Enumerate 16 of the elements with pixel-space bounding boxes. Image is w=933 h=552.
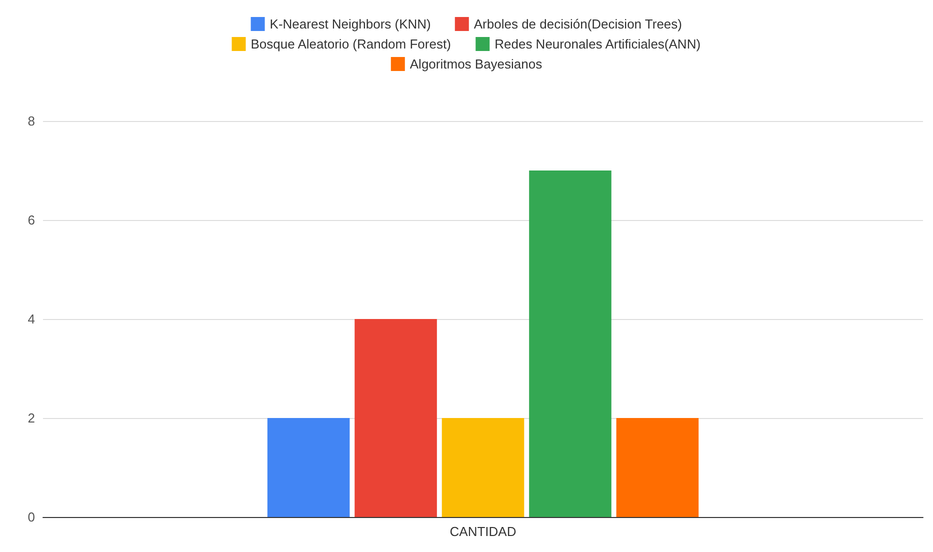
x-tick-label: CANTIDAD	[450, 524, 516, 539]
y-tick-label: 6	[28, 212, 35, 228]
bar	[354, 319, 437, 517]
legend-label: Algoritmos Bayesianos	[410, 56, 543, 72]
y-tick-label: 4	[28, 312, 35, 326]
bar	[616, 418, 699, 517]
bar	[267, 418, 350, 517]
legend-label: Redes Neuronales Artificiales(ANN)	[494, 36, 701, 52]
bar	[442, 418, 524, 517]
y-tick-label: 8	[28, 114, 35, 128]
legend-label: K-Nearest Neighbors (KNN)	[270, 16, 431, 32]
bar	[529, 170, 612, 517]
legend-label: Arboles de decisión(Decision Trees)	[474, 16, 682, 32]
y-tick-label: 0	[28, 510, 35, 524]
y-tick-label: 2	[28, 410, 35, 426]
legend-label: Bosque Aleatorio (Random Forest)	[250, 36, 451, 52]
